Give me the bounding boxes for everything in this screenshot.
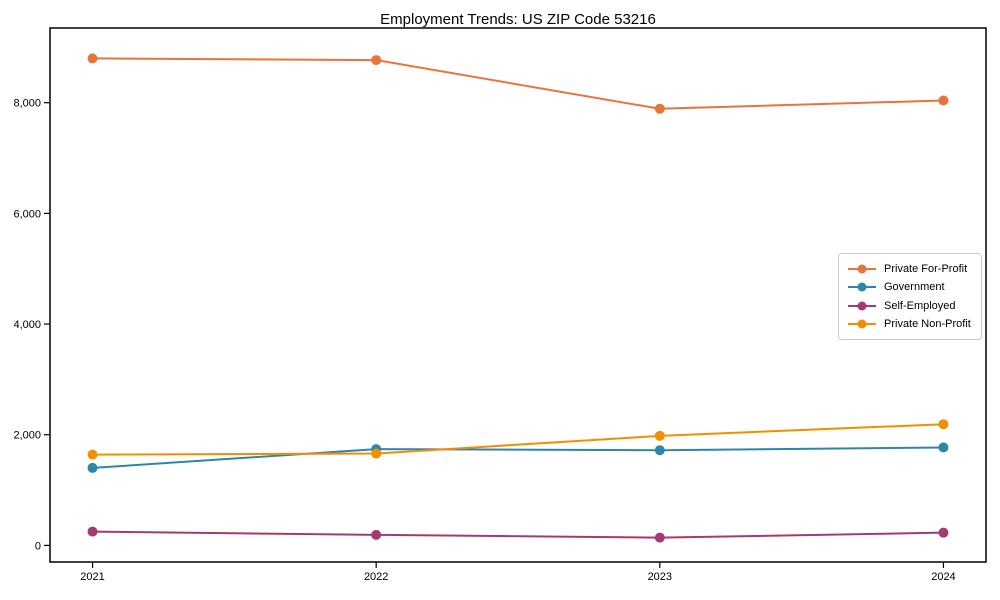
legend-swatch-marker — [857, 319, 867, 329]
data-point-self-employed — [87, 526, 98, 537]
legend-item-private-non-profit: Private Non-Profit — [848, 318, 972, 330]
data-point-private-non-profit — [371, 448, 382, 459]
data-point-government — [87, 462, 98, 473]
legend: Private For-Profit Government Self-Employe… — [838, 253, 982, 340]
y-tick-label: 4,000 — [13, 319, 41, 331]
series-line-private-for-profit — [92, 57, 944, 110]
legend-swatch-marker — [857, 282, 867, 292]
data-point-self-employed — [938, 527, 949, 538]
x-tick-label: 2024 — [931, 571, 955, 583]
chart-title: Employment Trends: US ZIP Code 53216 — [380, 11, 656, 28]
x-tick-label: 2022 — [364, 571, 388, 583]
data-point-self-employed — [654, 532, 665, 543]
y-tick-label: 6,000 — [13, 208, 41, 220]
legend-label: Private For-Profit — [884, 263, 968, 276]
data-point-private-for-profit — [87, 53, 98, 64]
data-point-government — [938, 442, 949, 453]
legend-swatch-self-employed — [848, 301, 876, 311]
legend-swatch-marker — [857, 301, 867, 311]
data-point-government — [654, 445, 665, 456]
legend-swatch-private-for-profit — [848, 264, 876, 274]
data-point-self-employed — [371, 529, 382, 540]
series-line-government — [92, 446, 944, 469]
legend-label: Self-Employed — [884, 299, 956, 312]
legend-item-self-employed: Self-Employed — [848, 300, 972, 312]
legend-swatch-marker — [857, 264, 867, 274]
legend-label: Private Non-Profit — [884, 317, 971, 330]
y-tick-label: 2,000 — [13, 430, 41, 442]
legend-swatch-government — [848, 282, 876, 292]
legend-label: Government — [884, 281, 945, 294]
legend-swatch-private-non-profit — [848, 319, 876, 329]
x-tick-label: 2021 — [80, 571, 104, 583]
plot-border — [49, 27, 987, 563]
x-tick-label: 2023 — [648, 571, 672, 583]
data-point-private-for-profit — [371, 55, 382, 66]
data-point-private-non-profit — [87, 449, 98, 460]
y-tick-label: 0 — [35, 540, 41, 552]
series-line-private-non-profit — [92, 423, 944, 456]
data-point-private-for-profit — [654, 103, 665, 114]
data-point-private-non-profit — [938, 419, 949, 430]
data-point-private-for-profit — [938, 95, 949, 106]
legend-item-private-for-profit: Private For-Profit — [848, 263, 972, 275]
data-point-private-non-profit — [654, 430, 665, 441]
y-tick-label: 8,000 — [13, 98, 41, 110]
legend-item-government: Government — [848, 281, 972, 293]
series-line-self-employed — [92, 530, 944, 539]
